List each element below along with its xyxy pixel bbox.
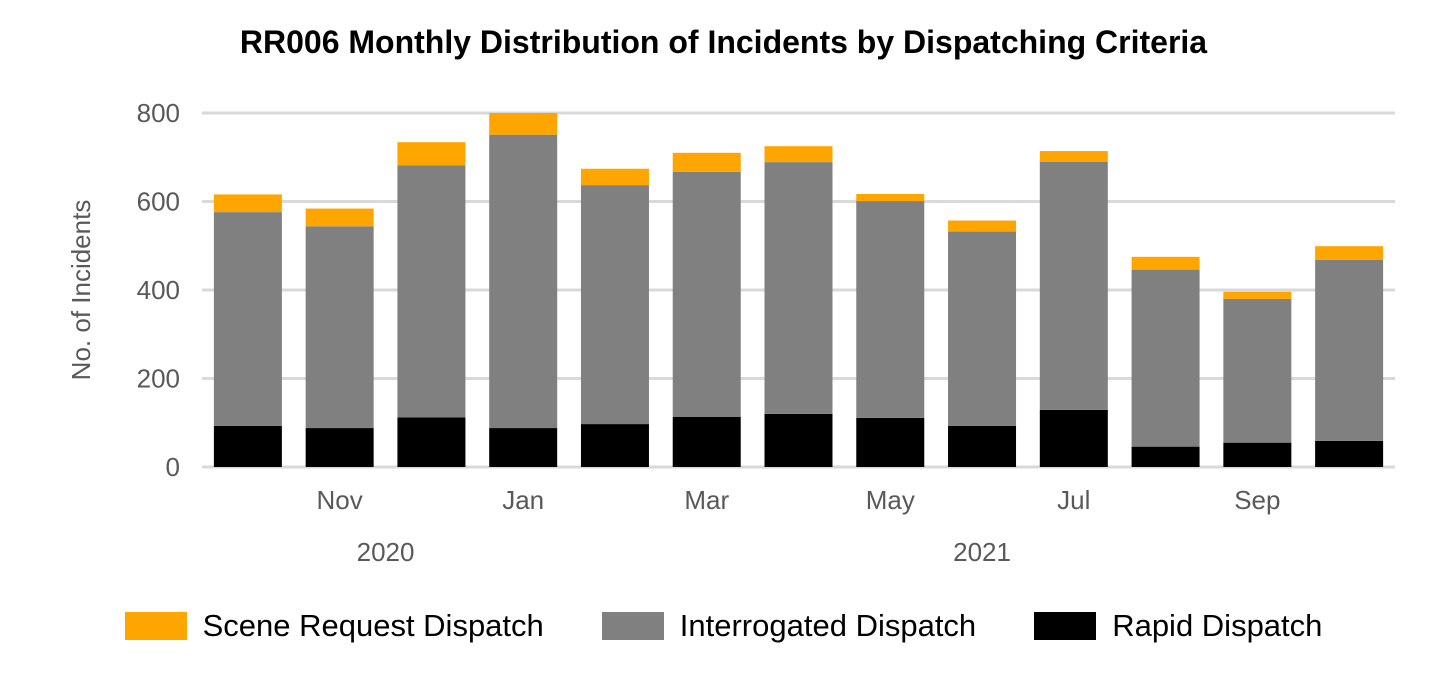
bar-scene-request-dispatch [489,113,558,135]
x-year-label: 2021 [953,537,1011,567]
bar-interrogated-dispatch [1315,259,1384,441]
bar-scene-request-dispatch [764,146,833,163]
bar-rapid-dispatch [580,424,649,467]
bar-rapid-dispatch [213,425,282,467]
legend: Scene Request Dispatch Interrogated Dispa… [0,606,1447,646]
x-tick-label: Sep [1234,485,1280,515]
bar-scene-request-dispatch [1131,256,1200,270]
bar-rapid-dispatch [764,413,833,467]
bar-rapid-dispatch [489,428,558,467]
legend-swatch [1034,612,1097,640]
bar-interrogated-dispatch [948,231,1017,426]
bar-scene-request-dispatch [397,142,466,166]
bar-interrogated-dispatch [213,212,282,426]
legend-item: Rapid Dispatch [1034,608,1322,644]
x-tick-label: Jan [502,485,544,515]
bar-rapid-dispatch [397,417,466,467]
bar-interrogated-dispatch [1223,298,1292,443]
legend-item: Scene Request Dispatch [124,608,544,644]
bar-rapid-dispatch [1039,409,1108,467]
bar-interrogated-dispatch [856,201,925,418]
bar-rapid-dispatch [1131,446,1200,467]
bar-interrogated-dispatch [489,134,558,429]
bar-scene-request-dispatch [305,208,374,227]
x-tick-label: Mar [684,485,729,515]
plot-area: 0 200 400 600 800 No. of Incidents Nov Jan Mar Ma… [66,98,1395,567]
bar-scene-request-dispatch [580,168,649,186]
y-tick-label: 400 [137,275,180,305]
bar-scene-request-dispatch [1223,291,1292,299]
y-tick-label: 600 [137,187,180,217]
x-tick-label: May [866,485,915,515]
y-axis-title: No. of Incidents [66,200,96,381]
bar-rapid-dispatch [856,417,925,467]
bar-interrogated-dispatch [305,226,374,429]
x-year-label: 2020 [357,537,415,567]
bar-scene-request-dispatch [856,193,925,202]
legend-item: Interrogated Dispatch [601,608,977,644]
bar-scene-request-dispatch [213,194,282,213]
y-tick-label: 800 [137,98,180,128]
x-tick-label: Jul [1057,485,1090,515]
bar-rapid-dispatch [1315,440,1384,467]
bar-interrogated-dispatch [580,185,649,425]
bar-rapid-dispatch [1223,442,1292,467]
bar-scene-request-dispatch [672,152,741,172]
bar-interrogated-dispatch [1039,161,1108,410]
bar-interrogated-dispatch [397,165,466,418]
y-tick-label: 0 [166,452,180,482]
bar-scene-request-dispatch [948,220,1017,232]
legend-swatch [601,612,664,640]
bar-interrogated-dispatch [1131,269,1200,447]
bar-interrogated-dispatch [672,171,741,417]
bar-scene-request-dispatch [1039,151,1108,162]
legend-label: Interrogated Dispatch [679,608,977,643]
x-tick-label: Nov [317,485,363,515]
bar-rapid-dispatch [305,428,374,467]
legend-label: Rapid Dispatch [1112,608,1323,643]
bar-rapid-dispatch [948,425,1017,467]
y-tick-label: 200 [137,364,180,394]
bar-interrogated-dispatch [764,162,833,414]
legend-label: Scene Request Dispatch [202,608,544,643]
bar-rapid-dispatch [672,416,741,467]
bar-scene-request-dispatch [1315,246,1384,260]
legend-swatch [124,612,187,640]
chart-title: RR006 Monthly Distribution of Incidents … [239,24,1208,60]
